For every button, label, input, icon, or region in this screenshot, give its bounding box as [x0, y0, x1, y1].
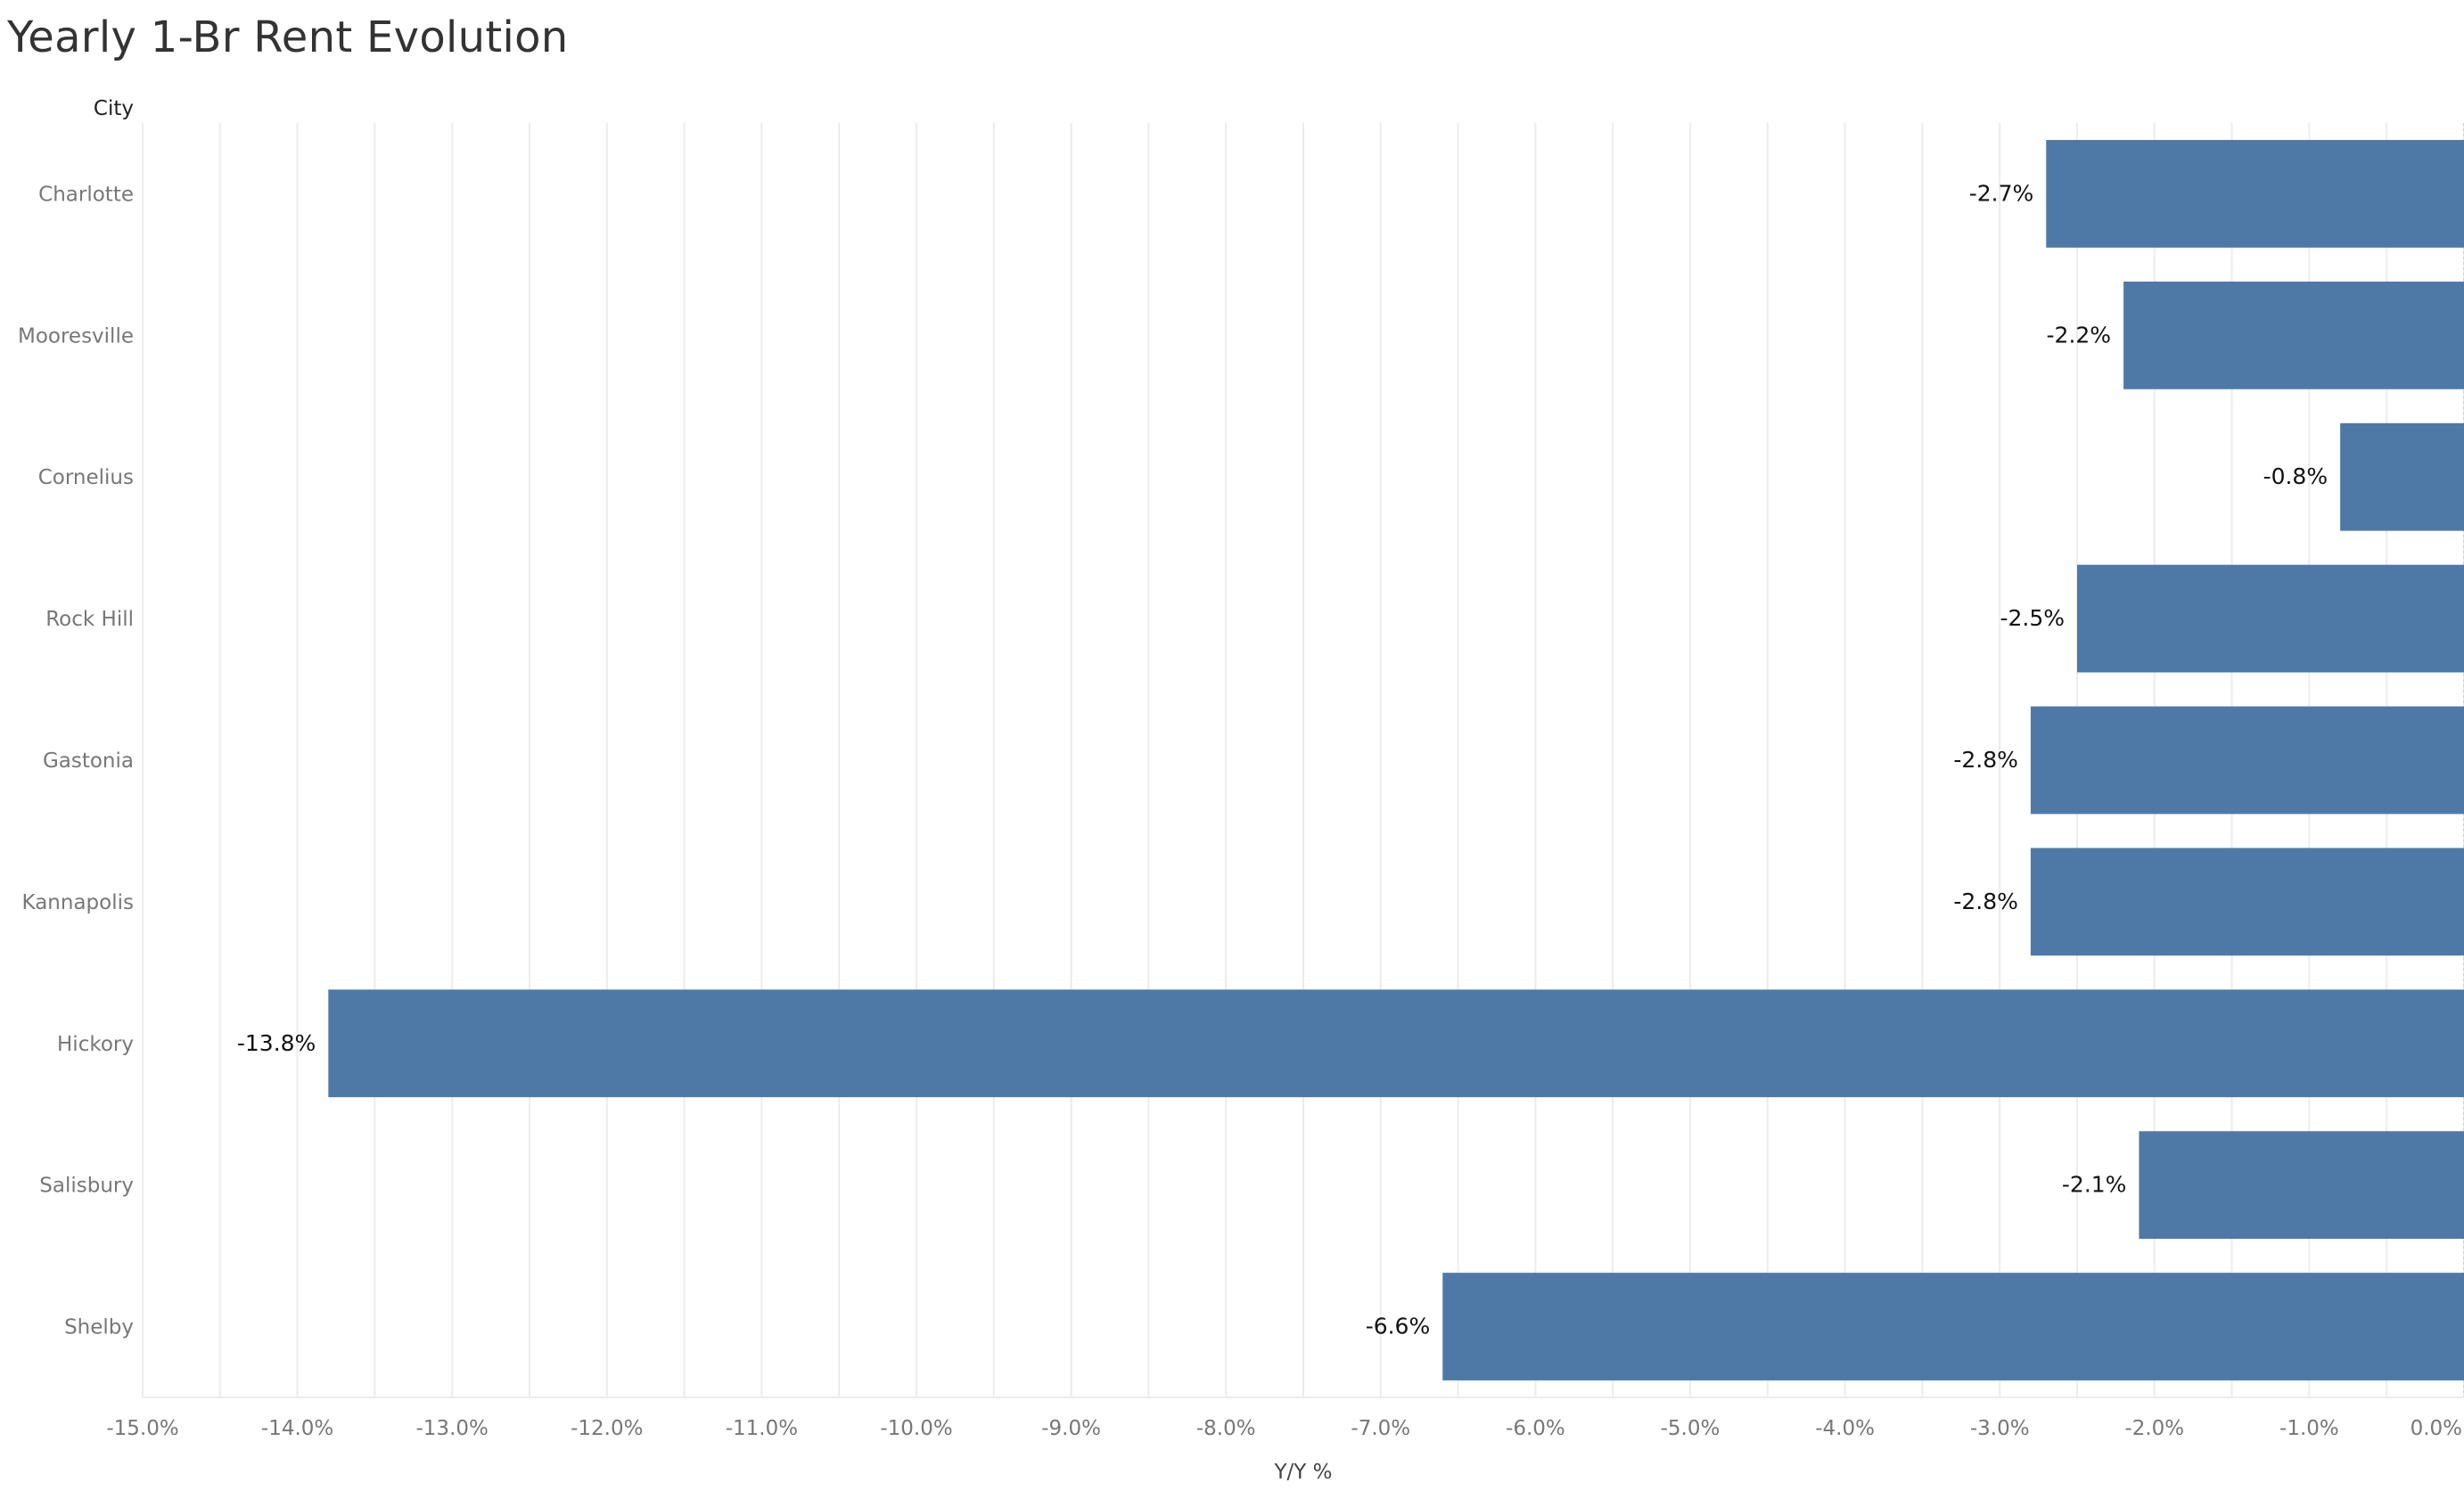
- x-tick-label: -14.0%: [261, 1417, 333, 1440]
- x-tick-label: -3.0%: [1970, 1417, 2030, 1440]
- category-label: Charlotte: [38, 183, 134, 206]
- x-tick-label: -10.0%: [880, 1417, 952, 1440]
- value-label: -2.8%: [1953, 747, 2018, 773]
- x-axis-title: Y/Y %: [1273, 1461, 1332, 1484]
- x-tick-label: -5.0%: [1661, 1417, 1721, 1440]
- x-tick-label: -9.0%: [1041, 1417, 1101, 1440]
- bar-cornelius[interactable]: [2340, 422, 2464, 531]
- chart-title: Yearly 1-Br Rent Evolution: [7, 12, 569, 62]
- category-label: Kannapolis: [22, 891, 134, 914]
- value-label: -0.8%: [2263, 463, 2328, 489]
- x-tick-label: -1.0%: [2279, 1417, 2339, 1440]
- value-label: -6.6%: [1366, 1314, 1431, 1339]
- x-tick-label: -7.0%: [1351, 1417, 1410, 1440]
- bar-salisbury[interactable]: [2139, 1131, 2464, 1240]
- bar-mooresville[interactable]: [2123, 281, 2464, 389]
- grid-layer: [142, 123, 2464, 1398]
- category-label: Hickory: [57, 1033, 134, 1056]
- category-label: Salisbury: [39, 1175, 134, 1198]
- category-label: Gastonia: [43, 750, 134, 773]
- x-tick-label: -13.0%: [416, 1417, 489, 1440]
- bar-hickory[interactable]: [328, 989, 2464, 1098]
- bar-charlotte[interactable]: [2046, 140, 2464, 248]
- value-label: -2.7%: [1969, 180, 2034, 206]
- value-label: -2.8%: [1953, 889, 2018, 914]
- category-label: Mooresville: [18, 324, 134, 348]
- x-tick-label: -8.0%: [1196, 1417, 1256, 1440]
- value-label: -2.2%: [2047, 322, 2112, 348]
- bar-shelby[interactable]: [1442, 1273, 2464, 1380]
- x-tick-label: -15.0%: [106, 1417, 178, 1440]
- value-label: -2.5%: [2000, 605, 2065, 631]
- x-tick-label: -6.0%: [1506, 1417, 1565, 1440]
- category-label: Cornelius: [38, 466, 134, 489]
- x-tick-label: -2.0%: [2124, 1417, 2184, 1440]
- x-tick-label: -4.0%: [1815, 1417, 1875, 1440]
- x-tick-label: -12.0%: [571, 1417, 643, 1440]
- bar-kannapolis[interactable]: [2030, 848, 2464, 956]
- value-label: -13.8%: [237, 1030, 316, 1056]
- row-header: City: [94, 97, 134, 120]
- value-label: -2.1%: [2062, 1172, 2127, 1198]
- bar-gastonia[interactable]: [2030, 706, 2464, 815]
- x-tick-label: 0.0%: [2411, 1417, 2462, 1440]
- category-label: Shelby: [64, 1316, 134, 1339]
- bar-rock-hill[interactable]: [2077, 564, 2464, 673]
- x-tick-label: -11.0%: [726, 1417, 798, 1440]
- category-label: Rock Hill: [45, 608, 134, 631]
- label-layer: -15.0% -14.0% -13.0% -12.0% -11.0% -10.0% -9.0…: [18, 180, 2462, 1440]
- bar-layer: [328, 140, 2464, 1380]
